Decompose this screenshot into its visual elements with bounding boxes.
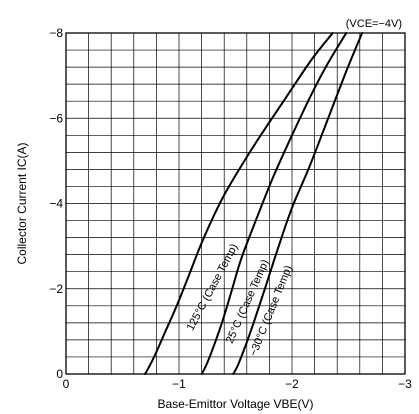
y-tick-label: −6 [49,111,63,125]
curve-125c [144,32,334,375]
x-tick-label: −3 [398,377,412,391]
x-axis-label: Base-Emittor Voltage VBE(V) [157,397,313,411]
grid [66,33,405,374]
x-axis-ticks: 0 −1 −2 −3 [63,377,413,391]
x-tick-label: −2 [285,377,299,391]
curves [144,32,364,375]
curve-labels: 125°C (Case Temp)25°C (Case Temp)−30°C (… [185,242,295,358]
y-tick-label: −4 [49,197,63,211]
y-axis-label: Collector Current IC(A) [15,142,29,264]
y-tick-label: −8 [49,26,63,40]
condition-label: (VCE=−4V) [346,18,402,30]
curve-25c [200,32,348,375]
x-tick-label: −1 [172,377,186,391]
y-tick-label: 0 [56,367,63,381]
plot-frame [65,32,406,375]
curve-minus30c [232,32,364,375]
x-tick-label: 0 [63,377,70,391]
y-axis-ticks: 0 −2 −4 −6 −8 [49,26,63,381]
y-tick-label: −2 [49,282,63,296]
